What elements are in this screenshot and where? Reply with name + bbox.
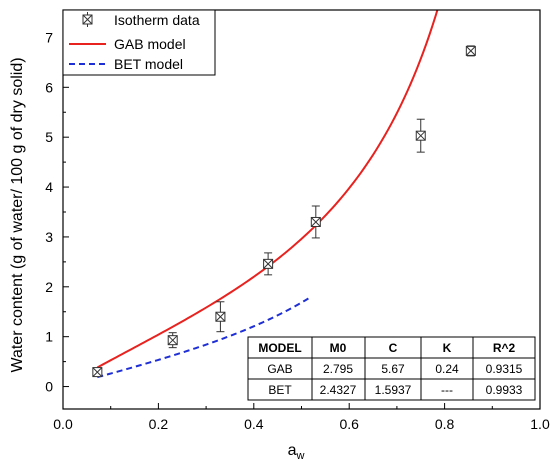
y-tick-label-5: 5 [45,129,53,145]
legend: Isotherm data GAB model BET model [62,9,216,76]
data-point-6 [465,45,476,57]
table-header-model: MODEL [258,341,301,355]
data-point-2 [215,301,226,333]
table-cell-gab-c: 5.67 [381,362,405,376]
x-tick-label-3: 0.6 [339,416,359,432]
table-header-m0: M0 [330,341,347,355]
table-cell-gab-model: GAB [267,362,292,376]
y-axis-title: Water content (g of water/ 100 g of dry … [9,57,26,372]
x-axis-title: aw [288,442,305,462]
parameters-table: MODEL M0 C K R^2 GAB 2.795 5.67 0.24 0.9… [247,336,536,401]
series-layer [96,10,439,379]
x-tick-label-0: 0.0 [53,416,73,432]
table-cell-gab-m0: 2.795 [323,362,353,376]
x-tick-label-4: 0.8 [435,416,455,432]
data-point-3 [263,252,274,276]
x-tick-label-5: 1.0 [530,416,550,432]
legend-label-isotherm: Isotherm data [114,12,200,28]
table-header-k: K [443,341,452,355]
table-cell-bet-r2: 0.9933 [486,383,523,397]
bet-model-line [97,295,312,379]
x-tick-label-1: 0.2 [149,416,169,432]
legend-label-gab: GAB model [114,36,186,52]
y-tick-label-7: 7 [45,29,53,45]
table-cell-bet-k: --- [441,383,453,397]
table-cell-gab-k: 0.24 [435,362,459,376]
table-cell-bet-c: 1.5937 [375,383,412,397]
x-tick-label-2: 0.4 [244,416,264,432]
data-point-5 [415,118,426,153]
table-header-c: C [389,341,398,355]
table-frame [247,336,536,401]
y-tick-label-6: 6 [45,79,53,95]
table-cell-bet-model: BET [268,383,292,397]
legend-label-bet: BET model [114,56,183,72]
y-tick-label-4: 4 [45,179,53,195]
legend-marker-isotherm [82,12,93,27]
data-point-0 [92,367,103,378]
table-cell-gab-r2: 0.9315 [486,362,523,376]
y-tick-label-1: 1 [45,329,53,345]
table-header-r2: R^2 [493,341,516,355]
table-cell-bet-m0: 2.4327 [320,383,357,397]
y-tick-label-2: 2 [45,279,53,295]
data-point-1 [167,332,178,349]
points-layer [92,45,476,378]
gab-model-line [96,10,439,369]
ticks-layer: 0.0 0.2 0.4 0.6 0.8 1.0 0 1 2 3 4 5 6 7 [45,29,550,432]
y-tick-label-0: 0 [45,379,53,395]
data-point-4 [310,205,321,239]
y-tick-label-3: 3 [45,229,53,245]
